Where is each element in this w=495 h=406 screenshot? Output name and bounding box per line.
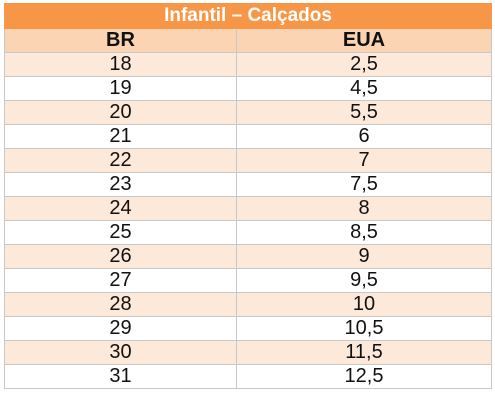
- cell-eua-size: 5,5: [236, 100, 492, 125]
- cell-br-size: 26: [4, 244, 237, 269]
- table-row: 21 6: [4, 124, 492, 149]
- table-row: 30 11,5: [4, 340, 492, 365]
- cell-eua-size: 11,5: [236, 340, 492, 365]
- cell-eua-size: 7: [236, 148, 492, 173]
- table-row: 22 7: [4, 148, 492, 173]
- cell-br-size: 19: [4, 76, 237, 101]
- cell-br-size: 31: [4, 364, 237, 389]
- cell-eua-size: 10,5: [236, 316, 492, 341]
- column-header-eua: EUA: [236, 28, 492, 53]
- table-row: 25 8,5: [4, 220, 492, 245]
- cell-eua-size: 9,5: [236, 268, 492, 293]
- size-conversion-table: Infantil – Calçados BR EUA 18 2,5 19 4,5 20 5…: [4, 3, 492, 389]
- table-title: Infantil – Calçados: [4, 3, 492, 29]
- cell-br-size: 29: [4, 316, 237, 341]
- table-row: 23 7,5: [4, 172, 492, 197]
- cell-eua-size: 12,5: [236, 364, 492, 389]
- cell-br-size: 22: [4, 148, 237, 173]
- cell-br-size: 18: [4, 52, 237, 77]
- table-row: 28 10: [4, 292, 492, 317]
- cell-eua-size: 2,5: [236, 52, 492, 77]
- table-row: 20 5,5: [4, 100, 492, 125]
- table-row: 27 9,5: [4, 268, 492, 293]
- cell-eua-size: 8,5: [236, 220, 492, 245]
- cell-br-size: 23: [4, 172, 237, 197]
- cell-eua-size: 10: [236, 292, 492, 317]
- cell-eua-size: 9: [236, 244, 492, 269]
- table-row: 26 9: [4, 244, 492, 269]
- table-body: 18 2,5 19 4,5 20 5,5 21 6 22 7 23 7,5 24 8 25 8,5 26 9 27 9…: [4, 52, 492, 389]
- table-title-row: Infantil – Calçados: [4, 3, 492, 29]
- cell-br-size: 20: [4, 100, 237, 125]
- cell-eua-size: 4,5: [236, 76, 492, 101]
- table-row: 31 12,5: [4, 364, 492, 389]
- cell-eua-size: 6: [236, 124, 492, 149]
- cell-eua-size: 8: [236, 196, 492, 221]
- table-row: 24 8: [4, 196, 492, 221]
- table-row: 29 10,5: [4, 316, 492, 341]
- column-header-br: BR: [4, 28, 237, 53]
- table-row: 18 2,5: [4, 52, 492, 77]
- table-row: 19 4,5: [4, 76, 492, 101]
- cell-br-size: 30: [4, 340, 237, 365]
- cell-br-size: 24: [4, 196, 237, 221]
- cell-br-size: 28: [4, 292, 237, 317]
- cell-br-size: 25: [4, 220, 237, 245]
- cell-eua-size: 7,5: [236, 172, 492, 197]
- cell-br-size: 21: [4, 124, 237, 149]
- cell-br-size: 27: [4, 268, 237, 293]
- table-header-row: BR EUA: [4, 28, 492, 53]
